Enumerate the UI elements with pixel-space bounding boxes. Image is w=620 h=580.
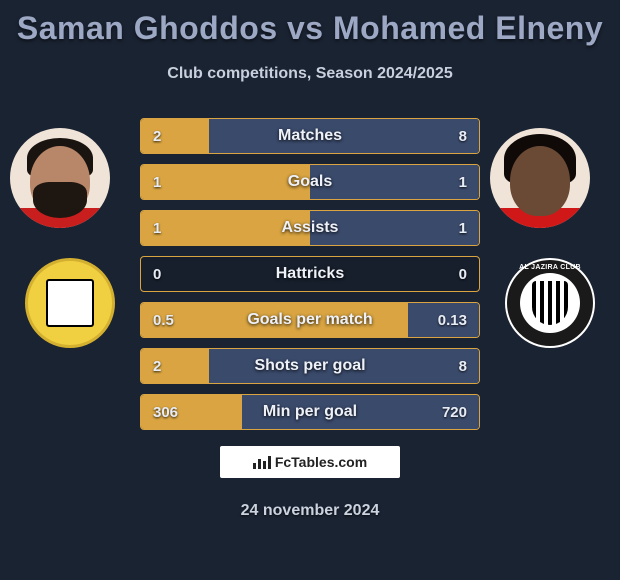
club-right-badge: AL JAZIRA CLUB [505,258,595,348]
page-title: Saman Ghoddos vs Mohamed Elneny [0,0,620,47]
club-left-badge [25,258,115,348]
stats-table: 2Matches81Goals11Assists10Hattricks00.5G… [140,118,480,440]
stat-label: Assists [141,219,479,237]
player-right-head [510,146,570,216]
stat-right-value: 1 [459,174,467,191]
stat-row: 1Assists1 [140,210,480,246]
chart-icon [253,455,271,469]
stat-right-value: 8 [459,358,467,375]
stat-row: 306Min per goal720 [140,394,480,430]
club-right-stripes [532,281,568,325]
player-right-avatar [490,128,590,228]
stat-right-value: 8 [459,128,467,145]
stat-right-value: 1 [459,220,467,237]
stat-right-value: 0 [459,266,467,283]
stat-right-value: 720 [442,404,467,421]
date-label: 24 november 2024 [0,502,620,520]
club-right-inner [520,273,580,333]
stat-right-value: 0.13 [438,312,467,329]
stat-row: 2Matches8 [140,118,480,154]
stat-label: Goals [141,173,479,191]
stat-row: 1Goals1 [140,164,480,200]
stat-label: Matches [141,127,479,145]
stat-label: Min per goal [141,403,479,421]
club-right-label: AL JAZIRA CLUB [507,264,593,271]
player-left-beard [33,182,87,218]
stat-row: 2Shots per goal8 [140,348,480,384]
stat-label: Hattricks [141,265,479,283]
stat-label: Goals per match [141,311,479,329]
footer-badge[interactable]: FcTables.com [220,446,400,478]
stat-row: 0.5Goals per match0.13 [140,302,480,338]
club-left-inner [46,279,94,327]
stat-row: 0Hattricks0 [140,256,480,292]
subtitle: Club competitions, Season 2024/2025 [0,65,620,83]
stat-label: Shots per goal [141,357,479,375]
player-left-avatar [10,128,110,228]
footer-label: FcTables.com [275,454,367,470]
